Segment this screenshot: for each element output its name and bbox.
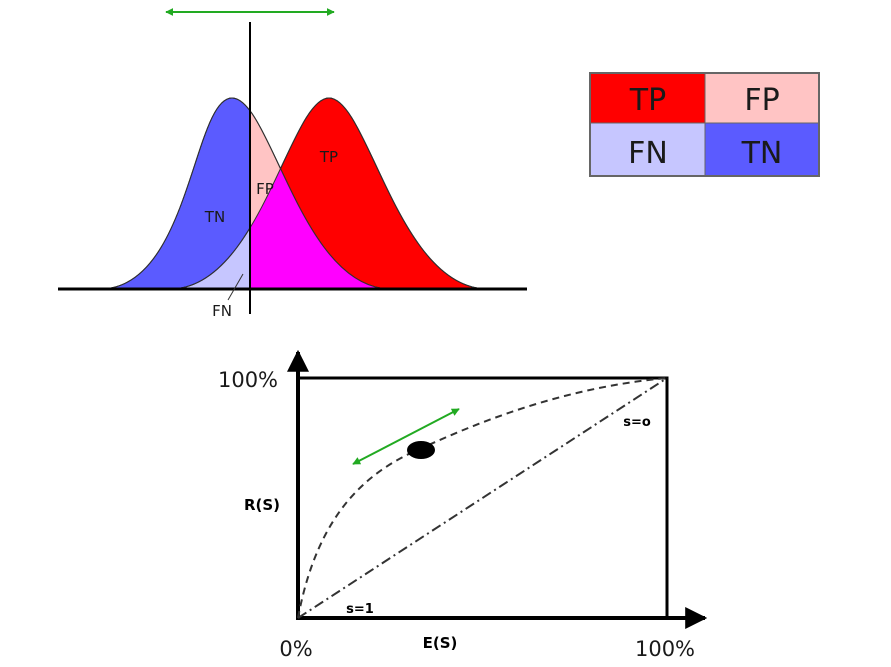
- legend-text-tn: TN: [741, 136, 783, 171]
- s-one-label: s=1: [346, 602, 374, 617]
- y-top-label: 100%: [218, 368, 278, 392]
- label-tn: TN: [204, 208, 225, 226]
- label-fn: FN: [212, 302, 232, 320]
- fn-pointer: [227, 273, 244, 301]
- y-axis-label: R(S): [244, 496, 280, 514]
- confusion-legend: TP FP FN TN: [589, 72, 820, 177]
- x-end-label: 100%: [635, 637, 695, 661]
- legend-cell-tn: [704, 122, 820, 177]
- legend-text-tp: TP: [629, 83, 666, 118]
- label-tp: TP: [319, 148, 338, 166]
- label-fp: FP: [256, 180, 274, 198]
- operating-point[interactable]: [407, 441, 435, 459]
- overlap-region: [250, 98, 391, 289]
- legend-text-fp: FP: [744, 83, 779, 118]
- x-origin-label: 0%: [279, 637, 312, 661]
- x-axis-label: E(S): [423, 634, 458, 652]
- roc-plot: 100% 0% 100% R(S) E(S) s=o s=1: [218, 349, 708, 661]
- random-diagonal: [297, 377, 668, 619]
- s-zero-label: s=o: [623, 415, 651, 430]
- distribution-diagram: TN FP TP FN: [58, 8, 527, 320]
- operating-point-arrow: [352, 408, 460, 465]
- negative-curve-outline: [99, 97, 392, 290]
- positive-curve-outline: [169, 97, 489, 290]
- legend-text-fn: FN: [628, 136, 668, 171]
- legend-cell-fp: [704, 72, 820, 124]
